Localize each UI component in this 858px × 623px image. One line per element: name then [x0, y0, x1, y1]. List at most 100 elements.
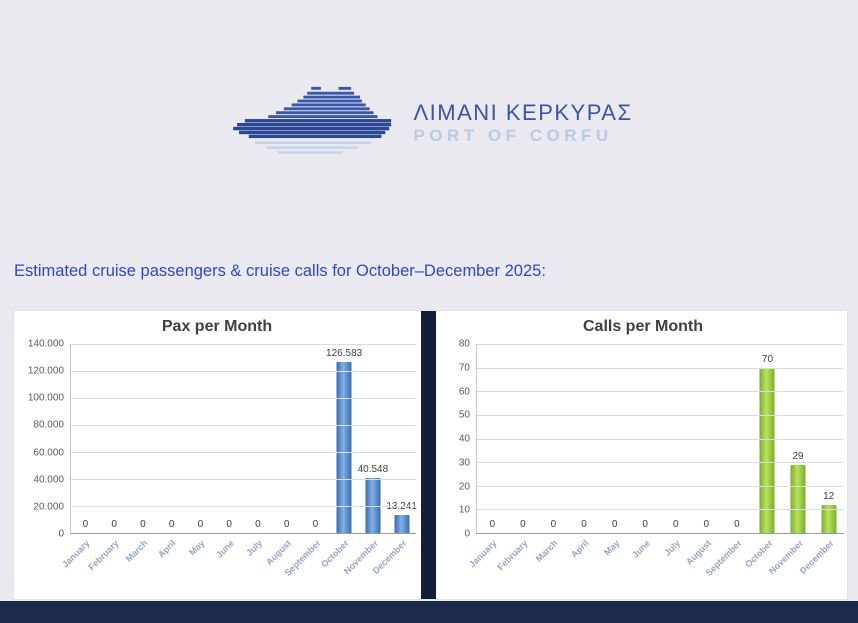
data-label: 40.548 [357, 464, 389, 476]
plot-area: 0 0 0 0 0 0 0 0 0 126.583 40.54813.241 [70, 344, 417, 534]
y-tick-label: 10 [458, 504, 470, 516]
y-tick-label: 140.000 [27, 338, 64, 350]
y-tick-label: 80.000 [33, 419, 64, 431]
data-label: 0 [82, 519, 89, 530]
bar-column: 0 [660, 344, 691, 533]
x-tick-label: July [662, 538, 683, 558]
x-tick-label: May [601, 538, 622, 558]
x-tick-label: April [568, 538, 591, 560]
chart-title: Calls per Month [582, 318, 703, 335]
x-tick-label: March [123, 538, 150, 564]
bar-column: 0 [71, 344, 100, 533]
gridline [477, 438, 844, 440]
y-tick-label: 20 [458, 481, 470, 492]
bar-column: 0 [691, 344, 722, 533]
chart-title: Pax per Month [161, 318, 273, 335]
data-bar [759, 367, 775, 533]
data-label: 0 [703, 519, 710, 530]
x-tick: June [214, 534, 243, 590]
bar-column: 29 [783, 344, 814, 533]
charts-panel: Pax per Month 140.000 120.000 100.000 80.00… [13, 310, 848, 600]
y-tick-label: 0 [58, 528, 64, 540]
bar-column: 0 [538, 344, 569, 533]
x-tick: March [534, 534, 568, 590]
x-tick-label: July [244, 538, 265, 558]
x-tick: December [798, 534, 844, 590]
gridline [71, 371, 416, 372]
bar-column: 0 [301, 344, 330, 533]
gridline [477, 367, 844, 369]
data-label: 0 [140, 519, 146, 530]
data-label: 0 [611, 519, 618, 530]
gridline [71, 344, 416, 345]
data-label: 0 [111, 519, 117, 530]
data-label: 0 [550, 519, 557, 530]
chart-body: 80 70 60 50 40 30 20 10 0 0 0 0 0 0 0 0 0 0 70 29 12 [442, 339, 844, 540]
bar-column: 0 [186, 344, 215, 533]
logo: ΛΙΜΑΝΙ ΚΕΡΚΥΡΑΣ PORT OF CORFU [0, 82, 858, 165]
data-label: 0 [642, 519, 648, 530]
gridline [477, 344, 844, 345]
logo-text: ΛΙΜΑΝΙ ΚΕΡΚΥΡΑΣ PORT OF CORFU [413, 100, 633, 146]
gridline [71, 398, 416, 399]
data-label: 0 [312, 519, 319, 530]
bar-column: 0 [244, 344, 273, 533]
bar-column: 40.548 [357, 344, 389, 533]
chart-divider [421, 311, 436, 599]
bar-column: 0 [599, 344, 630, 533]
y-tick-label: 60 [458, 386, 470, 397]
bar-column: 70 [752, 344, 783, 533]
x-tick: February [495, 534, 538, 590]
logo-title-greek: ΛΙΜΑΝΙ ΚΕΡΚΥΡΑΣ [413, 100, 633, 126]
gridline [71, 425, 416, 426]
x-tick: June [629, 534, 660, 590]
data-label: 0 [672, 519, 679, 530]
pax-per-month-chart: Pax per Month 140.000 120.000 100.000 80.00… [18, 318, 417, 590]
bar-column: 0 [100, 344, 129, 533]
bar-column: 0 [215, 344, 244, 533]
x-tick: May [599, 534, 630, 590]
footer-bar [0, 601, 858, 623]
y-tick-label: 0 [464, 528, 470, 540]
data-label: 0 [283, 519, 290, 530]
data-label: 0 [255, 519, 261, 530]
bar-column: 0 [722, 344, 753, 533]
logo-subtitle: PORT OF CORFU [413, 126, 613, 146]
bar-column: 0 [630, 344, 661, 533]
x-tick-label: June [213, 538, 236, 560]
bar-column: 0 [477, 344, 508, 533]
y-tick-label: 120.000 [27, 365, 64, 377]
y-tick-label: 60.000 [33, 447, 64, 459]
y-tick-label: 30 [458, 457, 470, 469]
data-label: 0 [734, 519, 740, 530]
gridline [71, 452, 416, 453]
data-label: 29 [792, 450, 804, 462]
data-label: 0 [168, 519, 175, 530]
data-bar [336, 362, 352, 533]
gridline [477, 391, 844, 393]
bar-column: 126.583 [326, 344, 362, 533]
data-label: 126.583 [326, 348, 363, 360]
data-bar [821, 504, 837, 533]
y-axis: 140.000 120.000 100.000 80.000 60.000 40.000 2… [18, 339, 70, 540]
y-tick-label: 20.000 [33, 501, 64, 513]
data-label: 12 [823, 490, 835, 502]
gridline [71, 479, 416, 480]
data-label: 70 [761, 353, 774, 365]
bar-column: 13.241 [386, 344, 417, 533]
data-label: 0 [226, 519, 232, 530]
data-label: 0 [489, 519, 496, 530]
y-tick-label: 50 [458, 409, 470, 421]
gridline [477, 414, 844, 416]
gridline [477, 462, 844, 464]
data-bar [394, 515, 410, 533]
bar-column: 0 [129, 344, 158, 533]
x-tick-label: May [187, 538, 207, 558]
x-tick: April [156, 534, 185, 590]
bars-row: 0 0 0 0 0 0 0 0 0 70 29 12 [477, 344, 844, 533]
cruise-ship-logo-icon [225, 82, 411, 165]
bar-column: 12 [813, 344, 844, 533]
data-bar [365, 478, 381, 533]
